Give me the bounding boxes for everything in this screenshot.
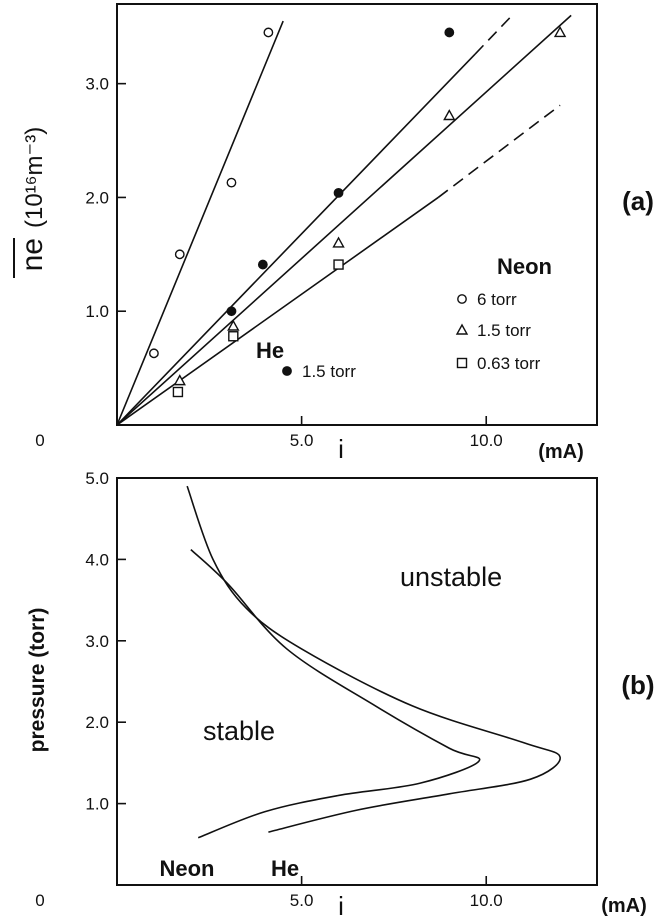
legend-label-2: 1.5 torr	[477, 321, 531, 340]
y-axis-label-b: pressure (torr)	[26, 608, 49, 753]
chart-panel-b: 0 5.0 10.01.02.03.04.05.0 pressure (torr) …	[26, 469, 655, 919]
legend-marker-1	[282, 366, 292, 376]
legend-marker-0	[457, 294, 467, 304]
y-tick-label-b-2: 3.0	[85, 632, 109, 651]
x-axis-label-a: i	[338, 434, 344, 464]
x-axis-unit-a: (mA)	[538, 441, 584, 463]
fit-line-2	[116, 14, 572, 426]
data-point-3-2	[333, 259, 344, 270]
fit-line-dashed-3	[437, 104, 561, 199]
y-tick-label-b-1: 2.0	[85, 713, 109, 732]
y-axis-label-a: ne	[16, 238, 49, 271]
y-tick-label-a-0: 1.0	[85, 302, 109, 321]
legend-marker-2	[455, 323, 469, 335]
fit-line-dashed-1	[474, 14, 513, 55]
boundary-curve-he	[186, 485, 561, 833]
y-tick-label-a-2: 3.0	[85, 75, 109, 94]
data-point-1-1	[257, 259, 268, 270]
x-axis-unit-b: (mA)	[601, 895, 647, 917]
plot-frame-a	[116, 3, 598, 426]
data-point-0-3	[263, 27, 274, 38]
data-point-2-2	[332, 236, 345, 248]
legend-label-3: 0.63 torr	[477, 354, 541, 373]
plot-frame-b	[116, 477, 598, 886]
boundary-curve-neon	[190, 549, 481, 839]
data-point-2-1	[227, 319, 240, 331]
data-point-2-4	[553, 26, 567, 38]
x-tick-label-b-1: 5.0	[290, 891, 314, 910]
curve-label-he: He	[271, 856, 299, 881]
legend-title-he: He	[256, 338, 284, 363]
x-tick-label-b-0: 0	[35, 891, 44, 910]
legend-label-0: 6 torr	[477, 290, 517, 309]
fit-line-0	[116, 20, 284, 426]
x-tick-label-a-2: 10.0	[470, 431, 503, 450]
y-tick-label-b-3: 4.0	[85, 550, 109, 569]
data-point-1-3	[444, 27, 455, 38]
fit-line-1	[116, 53, 476, 426]
x-tick-label-a-0: 0	[35, 431, 44, 450]
data-point-3-0	[172, 386, 184, 398]
data-point-2-3	[443, 109, 456, 121]
data-point-1-0	[226, 306, 237, 317]
legend-title-neon: Neon	[497, 254, 552, 279]
data-point-0-1	[174, 249, 185, 260]
region-label-unstable: unstable	[400, 562, 502, 592]
x-tick-label-a-1: 5.0	[290, 431, 314, 450]
y-tick-label-a-1: 2.0	[85, 188, 109, 207]
curve-label-neon: Neon	[160, 856, 215, 881]
legend-a: Neon 6 torr 1.5 torr 0.63 torr He 1.5 torr	[256, 254, 552, 381]
x-tick-label-b-2: 10.0	[470, 891, 503, 910]
x-axis-label-b: i	[338, 891, 344, 919]
data-point-2-0	[173, 374, 186, 386]
data-point-1-2	[333, 187, 344, 198]
panel-label-b: (b)	[621, 670, 654, 700]
data-point-0-2	[226, 177, 237, 188]
data-point-3-1	[228, 331, 239, 342]
fit-line-3	[116, 196, 439, 426]
legend-label-1: 1.5 torr	[302, 362, 356, 381]
data-point-0-0	[149, 348, 159, 359]
region-label-stable: stable	[203, 716, 275, 746]
y-axis-unit-a: (10¹⁶m⁻³)	[21, 127, 48, 228]
y-tick-label-b-4: 5.0	[85, 469, 109, 488]
chart-panel-a: 0 5.0 10.0 1.0 2.0 3.0 ne (10¹⁶m⁻³) i (mA) (a…	[13, 3, 654, 464]
legend-marker-3	[456, 357, 468, 369]
panel-label-a: (a)	[622, 186, 654, 216]
y-tick-label-b-0: 1.0	[85, 795, 109, 814]
